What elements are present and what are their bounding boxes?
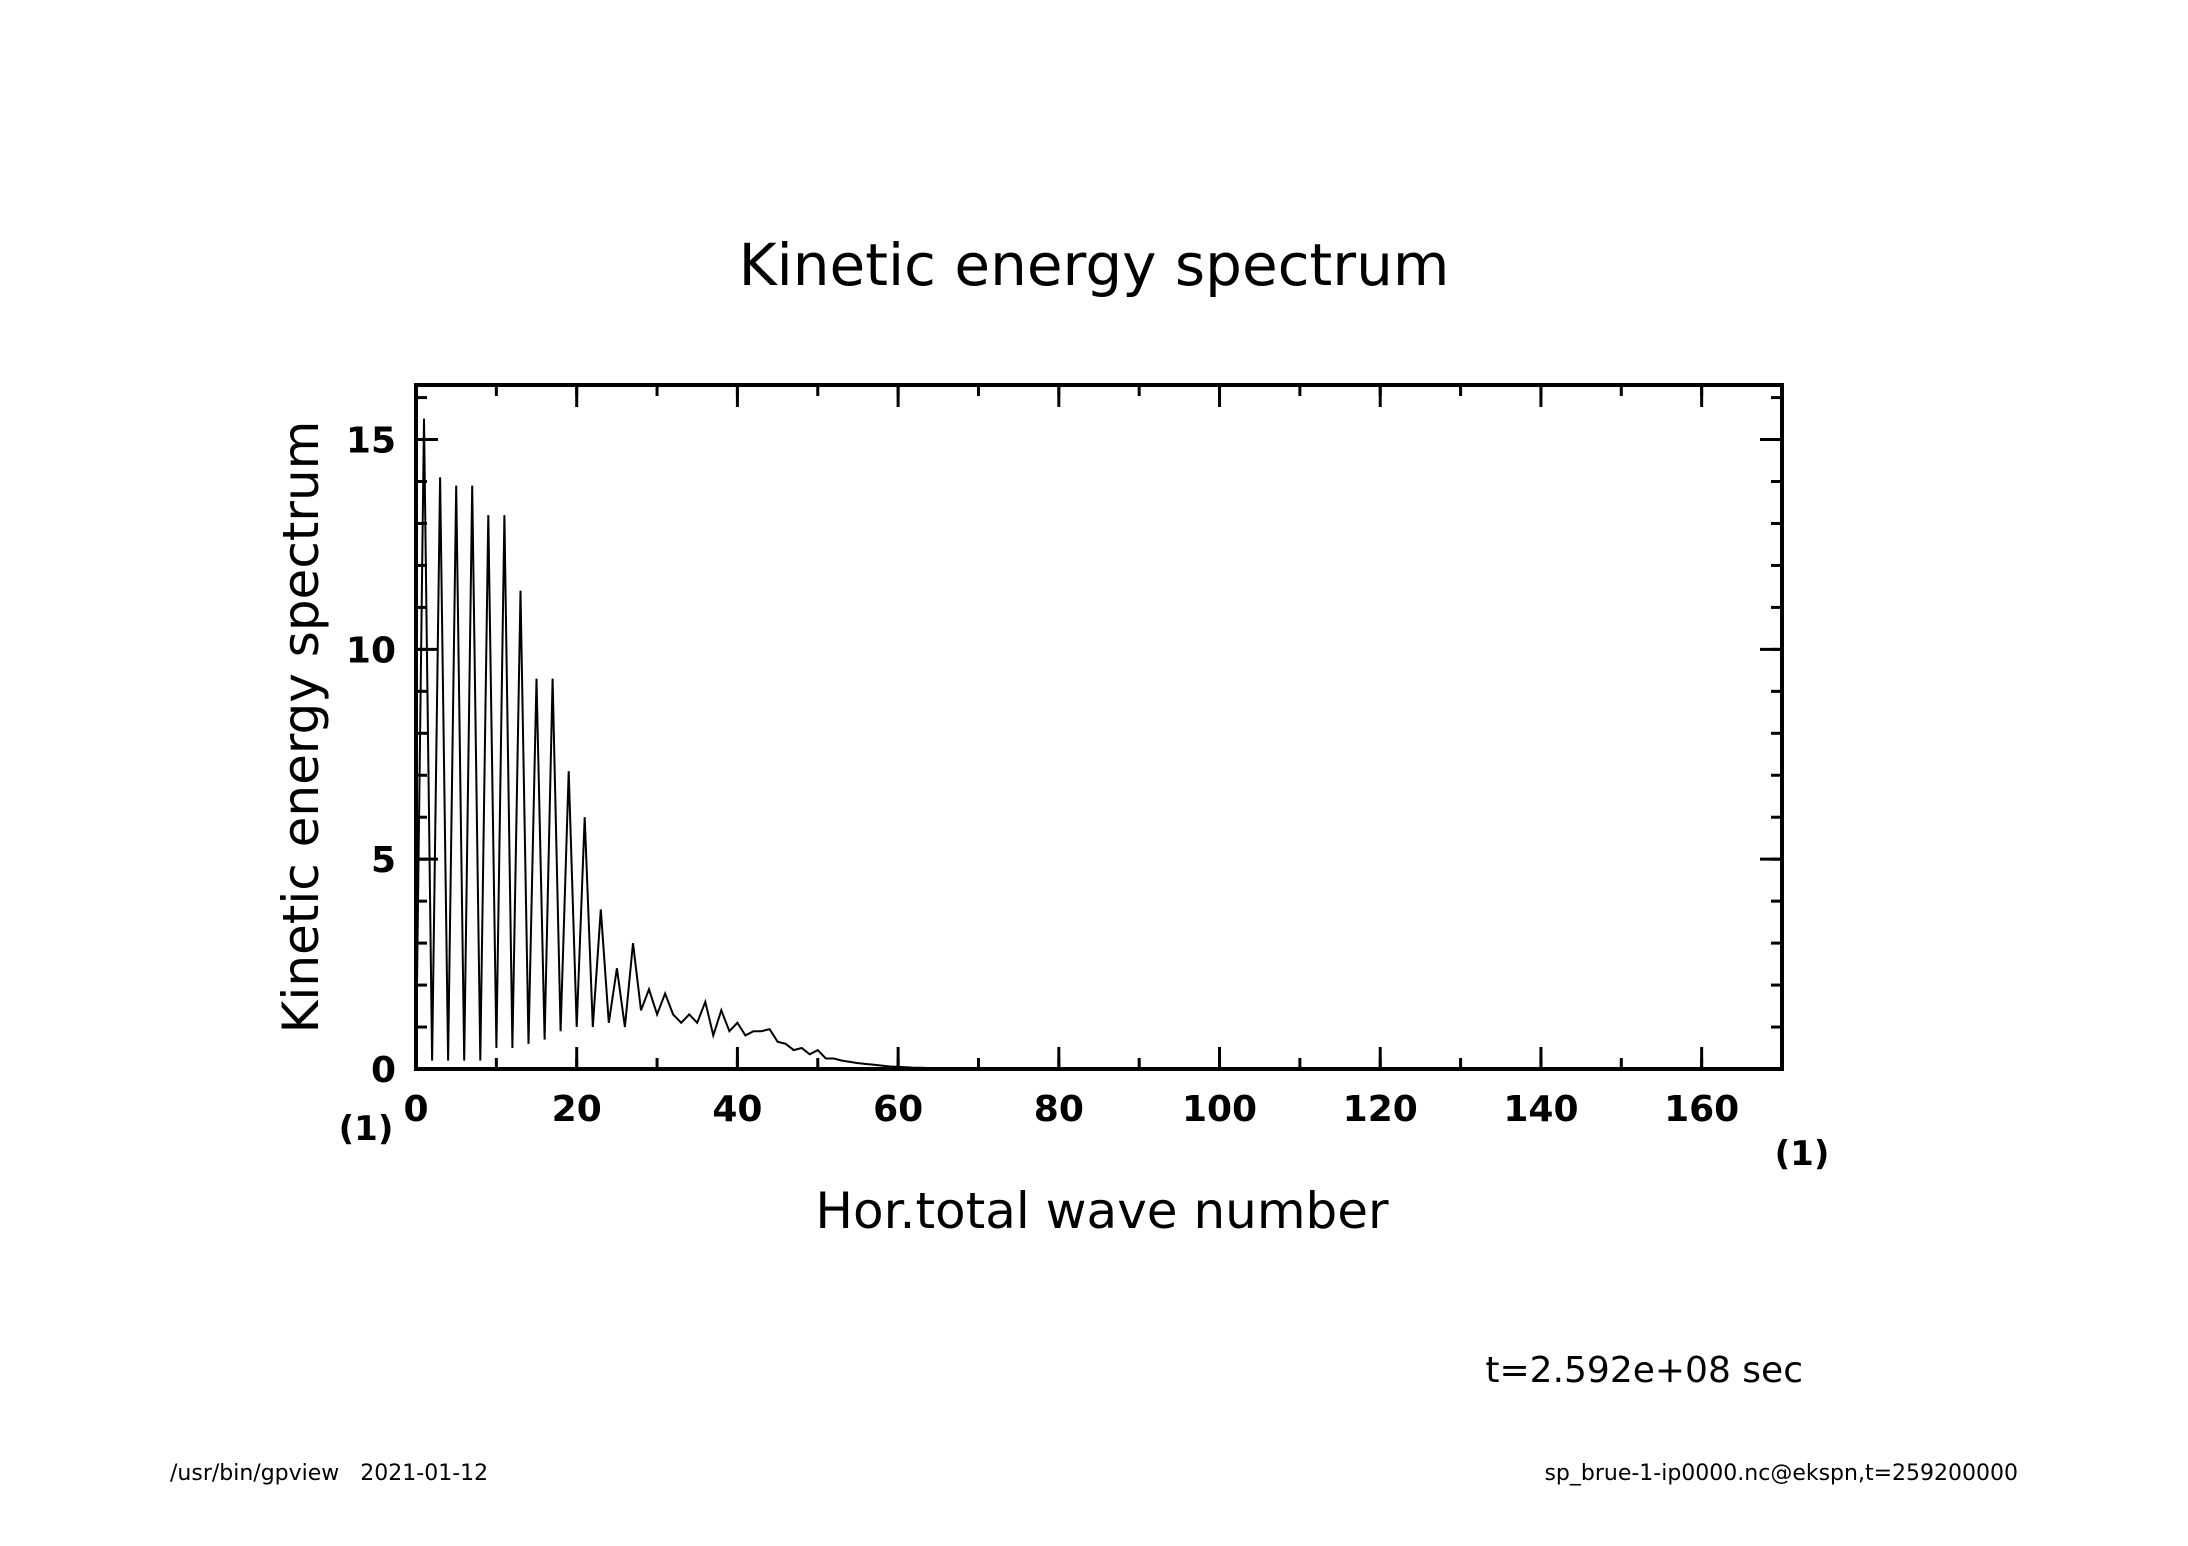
x-tick-label: 40 bbox=[712, 1089, 762, 1130]
series-line bbox=[415, 418, 1782, 1070]
chart-title: Kinetic energy spectrum bbox=[739, 231, 1450, 299]
y-tick-label: 15 bbox=[346, 421, 396, 462]
x-tick-label: 0 bbox=[403, 1089, 428, 1130]
footer-right: sp_brue-1-ip0000.nc@ekspn,t=259200000 bbox=[1544, 1461, 2018, 1486]
x-tick-label: 100 bbox=[1182, 1089, 1257, 1130]
x-tick-label: 120 bbox=[1343, 1089, 1418, 1130]
y-tick-label: 10 bbox=[346, 630, 396, 671]
x-axis-label: Hor.total wave number bbox=[815, 1182, 1389, 1240]
y-axis-label: Kinetic energy spectrum bbox=[272, 421, 330, 1034]
x-axis-tick-labels: 0 20 40 60 80 100 120 140 160 bbox=[403, 1089, 1739, 1130]
x-tick-label: 80 bbox=[1034, 1089, 1084, 1130]
time-label: t=2.592e+08 sec bbox=[1485, 1350, 1803, 1391]
y-tick-label: 5 bbox=[371, 840, 396, 881]
x-tick-label: 140 bbox=[1503, 1089, 1578, 1130]
x-tick-label: 60 bbox=[873, 1089, 923, 1130]
y-tick-label: 0 bbox=[371, 1050, 396, 1091]
y-unit-label: (1) bbox=[339, 1109, 394, 1149]
y-axis-tick-labels: 0 5 10 15 bbox=[346, 421, 396, 1091]
x-tick-label: 160 bbox=[1664, 1089, 1739, 1130]
footer-left: /usr/bin/gpview 2021-01-12 bbox=[170, 1461, 488, 1486]
y-axis-ticks bbox=[416, 396, 1782, 1071]
plot-frame bbox=[414, 383, 1784, 1071]
x-tick-label: 20 bbox=[552, 1089, 602, 1130]
x-unit-label: (1) bbox=[1775, 1134, 1830, 1174]
plot-border bbox=[414, 383, 1784, 1071]
x-axis-ticks bbox=[414, 385, 1784, 1069]
